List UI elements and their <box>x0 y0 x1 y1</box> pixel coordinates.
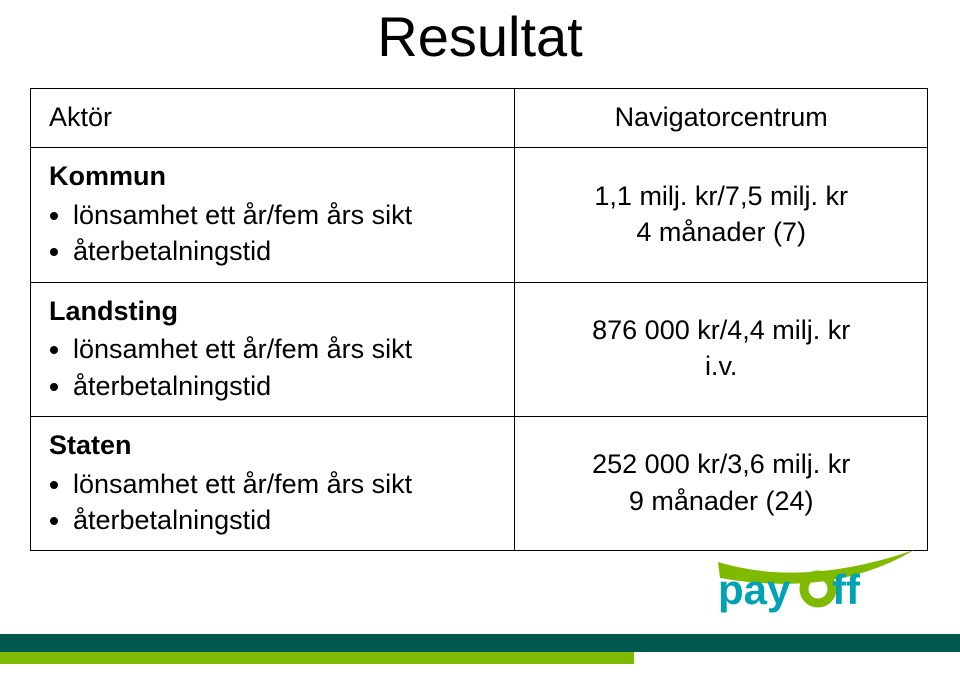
group-title: Kommun <box>49 161 166 191</box>
row-bullet: lönsamhet ett år/fem års sikt <box>73 197 496 233</box>
slide: Resultat Aktör Navigatorcentrum Kommun l… <box>0 0 960 684</box>
row-bullet: lönsamhet ett år/fem års sikt <box>73 331 496 367</box>
value-line: 4 månader (7) <box>533 214 909 250</box>
table-row: Staten lönsamhet ett år/fem års sikt åte… <box>31 417 928 551</box>
row-left: Landsting lönsamhet ett år/fem års sikt … <box>31 282 515 416</box>
slide-title: Resultat <box>0 4 960 69</box>
footer-bar-dark <box>0 634 960 652</box>
row-bullet: återbetalningstid <box>73 368 496 404</box>
payoff-logo-icon: pay ff <box>714 544 924 614</box>
group-title: Staten <box>49 430 132 460</box>
svg-text:ff: ff <box>832 566 861 613</box>
results-table: Aktör Navigatorcentrum Kommun lönsamhet … <box>30 88 928 551</box>
footer-bars <box>0 634 960 664</box>
row-bullet: återbetalningstid <box>73 502 496 538</box>
header-navigator: Navigatorcentrum <box>515 89 928 148</box>
header-actor: Aktör <box>31 89 515 148</box>
group-title: Landsting <box>49 296 178 326</box>
value-line: 9 månader (24) <box>533 483 909 519</box>
row-bullet: lönsamhet ett år/fem års sikt <box>73 466 496 502</box>
value-line: 1,1 milj. kr/7,5 milj. kr <box>533 178 909 214</box>
row-left: Staten lönsamhet ett år/fem års sikt åte… <box>31 417 515 551</box>
value-line: 876 000 kr/4,4 milj. kr <box>533 312 909 348</box>
table-row: Landsting lönsamhet ett år/fem års sikt … <box>31 282 928 416</box>
table-header-row: Aktör Navigatorcentrum <box>31 89 928 148</box>
row-values: 876 000 kr/4,4 milj. kr i.v. <box>515 282 928 416</box>
row-left: Kommun lönsamhet ett år/fem års sikt åte… <box>31 148 515 282</box>
svg-text:pay: pay <box>718 566 791 613</box>
footer-bar-light <box>0 652 634 664</box>
value-line: i.v. <box>533 348 909 384</box>
table-row: Kommun lönsamhet ett år/fem års sikt åte… <box>31 148 928 282</box>
row-values: 252 000 kr/3,6 milj. kr 9 månader (24) <box>515 417 928 551</box>
row-values: 1,1 milj. kr/7,5 milj. kr 4 månader (7) <box>515 148 928 282</box>
row-bullet: återbetalningstid <box>73 233 496 269</box>
brand-logo: pay ff <box>714 544 924 614</box>
value-line: 252 000 kr/3,6 milj. kr <box>533 446 909 482</box>
